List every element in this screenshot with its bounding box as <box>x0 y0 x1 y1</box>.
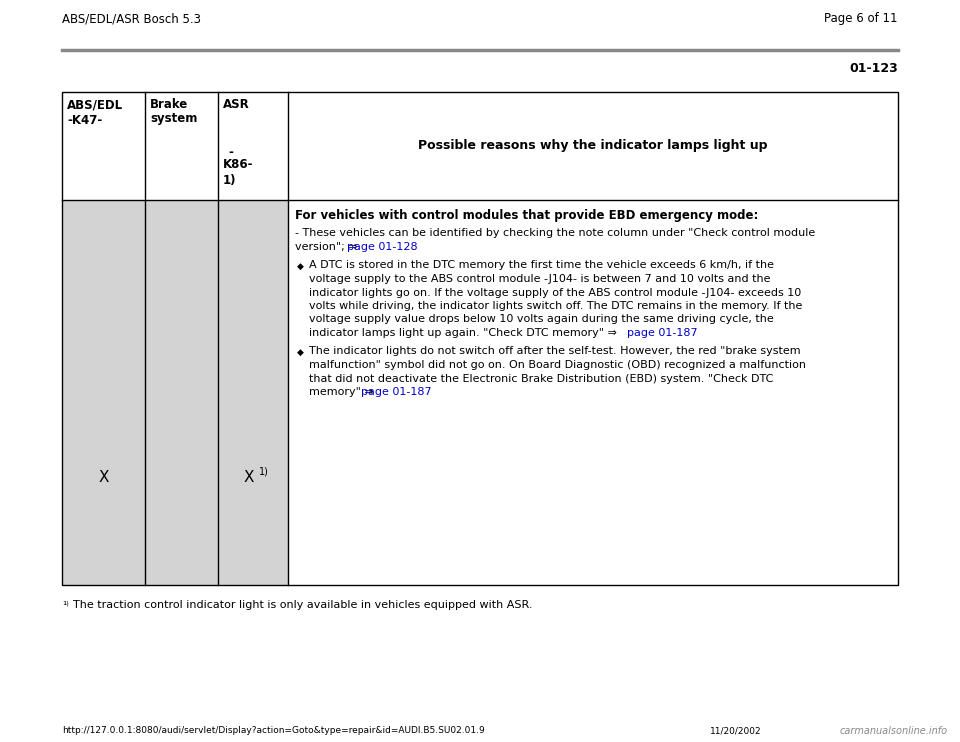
Text: that did not deactivate the Electronic Brake Distribution (EBD) system. "Check D: that did not deactivate the Electronic B… <box>309 373 774 384</box>
Text: ABS/EDL/ASR Bosch 5.3: ABS/EDL/ASR Bosch 5.3 <box>62 12 201 25</box>
Text: voltage supply value drops below 10 volts again during the same driving cycle, t: voltage supply value drops below 10 volt… <box>309 315 774 324</box>
Text: ASR: ASR <box>223 98 250 111</box>
Bar <box>62 200 288 585</box>
Text: -K47-: -K47- <box>67 114 103 127</box>
Text: 1): 1) <box>259 466 269 476</box>
Text: For vehicles with control modules that provide EBD emergency mode:: For vehicles with control modules that p… <box>295 209 758 222</box>
Text: indicator lamps light up again. "Check DTC memory" ⇒: indicator lamps light up again. "Check D… <box>309 328 620 338</box>
Text: ¹⁾: ¹⁾ <box>62 600 69 610</box>
Text: X: X <box>98 470 108 485</box>
Text: -: - <box>228 146 233 159</box>
Text: carmanualsonline.info: carmanualsonline.info <box>840 726 948 736</box>
Text: X: X <box>244 470 254 485</box>
Text: ABS/EDL: ABS/EDL <box>67 98 123 111</box>
Text: ◆: ◆ <box>297 347 304 356</box>
Text: The traction control indicator light is only available in vehicles equipped with: The traction control indicator light is … <box>73 600 533 610</box>
Text: page 01-187: page 01-187 <box>361 387 432 397</box>
Text: page 01-187: page 01-187 <box>627 328 698 338</box>
Text: Page 6 of 11: Page 6 of 11 <box>825 12 898 25</box>
Text: indicator lights go on. If the voltage supply of the ABS control module -J104- e: indicator lights go on. If the voltage s… <box>309 287 802 298</box>
Bar <box>62 92 898 585</box>
Text: ◆: ◆ <box>297 261 304 271</box>
Text: .: . <box>408 242 415 252</box>
Text: page 01-128: page 01-128 <box>347 242 418 252</box>
Text: A DTC is stored in the DTC memory the first time the vehicle exceeds 6 km/h, if : A DTC is stored in the DTC memory the fi… <box>309 260 774 271</box>
Text: http://127.0.0.1:8080/audi/servlet/Display?action=Goto&type=repair&id=AUDI.B5.SU: http://127.0.0.1:8080/audi/servlet/Displ… <box>62 726 485 735</box>
Text: system: system <box>150 112 198 125</box>
Text: 11/20/2002: 11/20/2002 <box>710 726 761 735</box>
Text: - These vehicles can be identified by checking the note column under "Check cont: - These vehicles can be identified by ch… <box>295 229 815 238</box>
Text: 01-123: 01-123 <box>850 62 898 75</box>
Bar <box>288 200 898 585</box>
Text: memory" ⇒: memory" ⇒ <box>309 387 377 397</box>
Text: voltage supply to the ABS control module -J104- is between 7 and 10 volts and th: voltage supply to the ABS control module… <box>309 274 771 284</box>
Text: Possible reasons why the indicator lamps light up: Possible reasons why the indicator lamps… <box>419 139 768 153</box>
Text: volts while driving, the indicator lights switch off. The DTC remains in the mem: volts while driving, the indicator light… <box>309 301 803 311</box>
Text: The indicator lights do not switch off after the self-test. However, the red "br: The indicator lights do not switch off a… <box>309 347 801 356</box>
Text: Brake: Brake <box>150 98 188 111</box>
Text: version"; ⇒: version"; ⇒ <box>295 242 361 252</box>
Bar <box>62 92 898 200</box>
Text: K86-: K86- <box>223 158 253 171</box>
Text: 1): 1) <box>223 174 236 187</box>
Text: malfunction" symbol did not go on. On Board Diagnostic (OBD) recognized a malfun: malfunction" symbol did not go on. On Bo… <box>309 360 806 370</box>
